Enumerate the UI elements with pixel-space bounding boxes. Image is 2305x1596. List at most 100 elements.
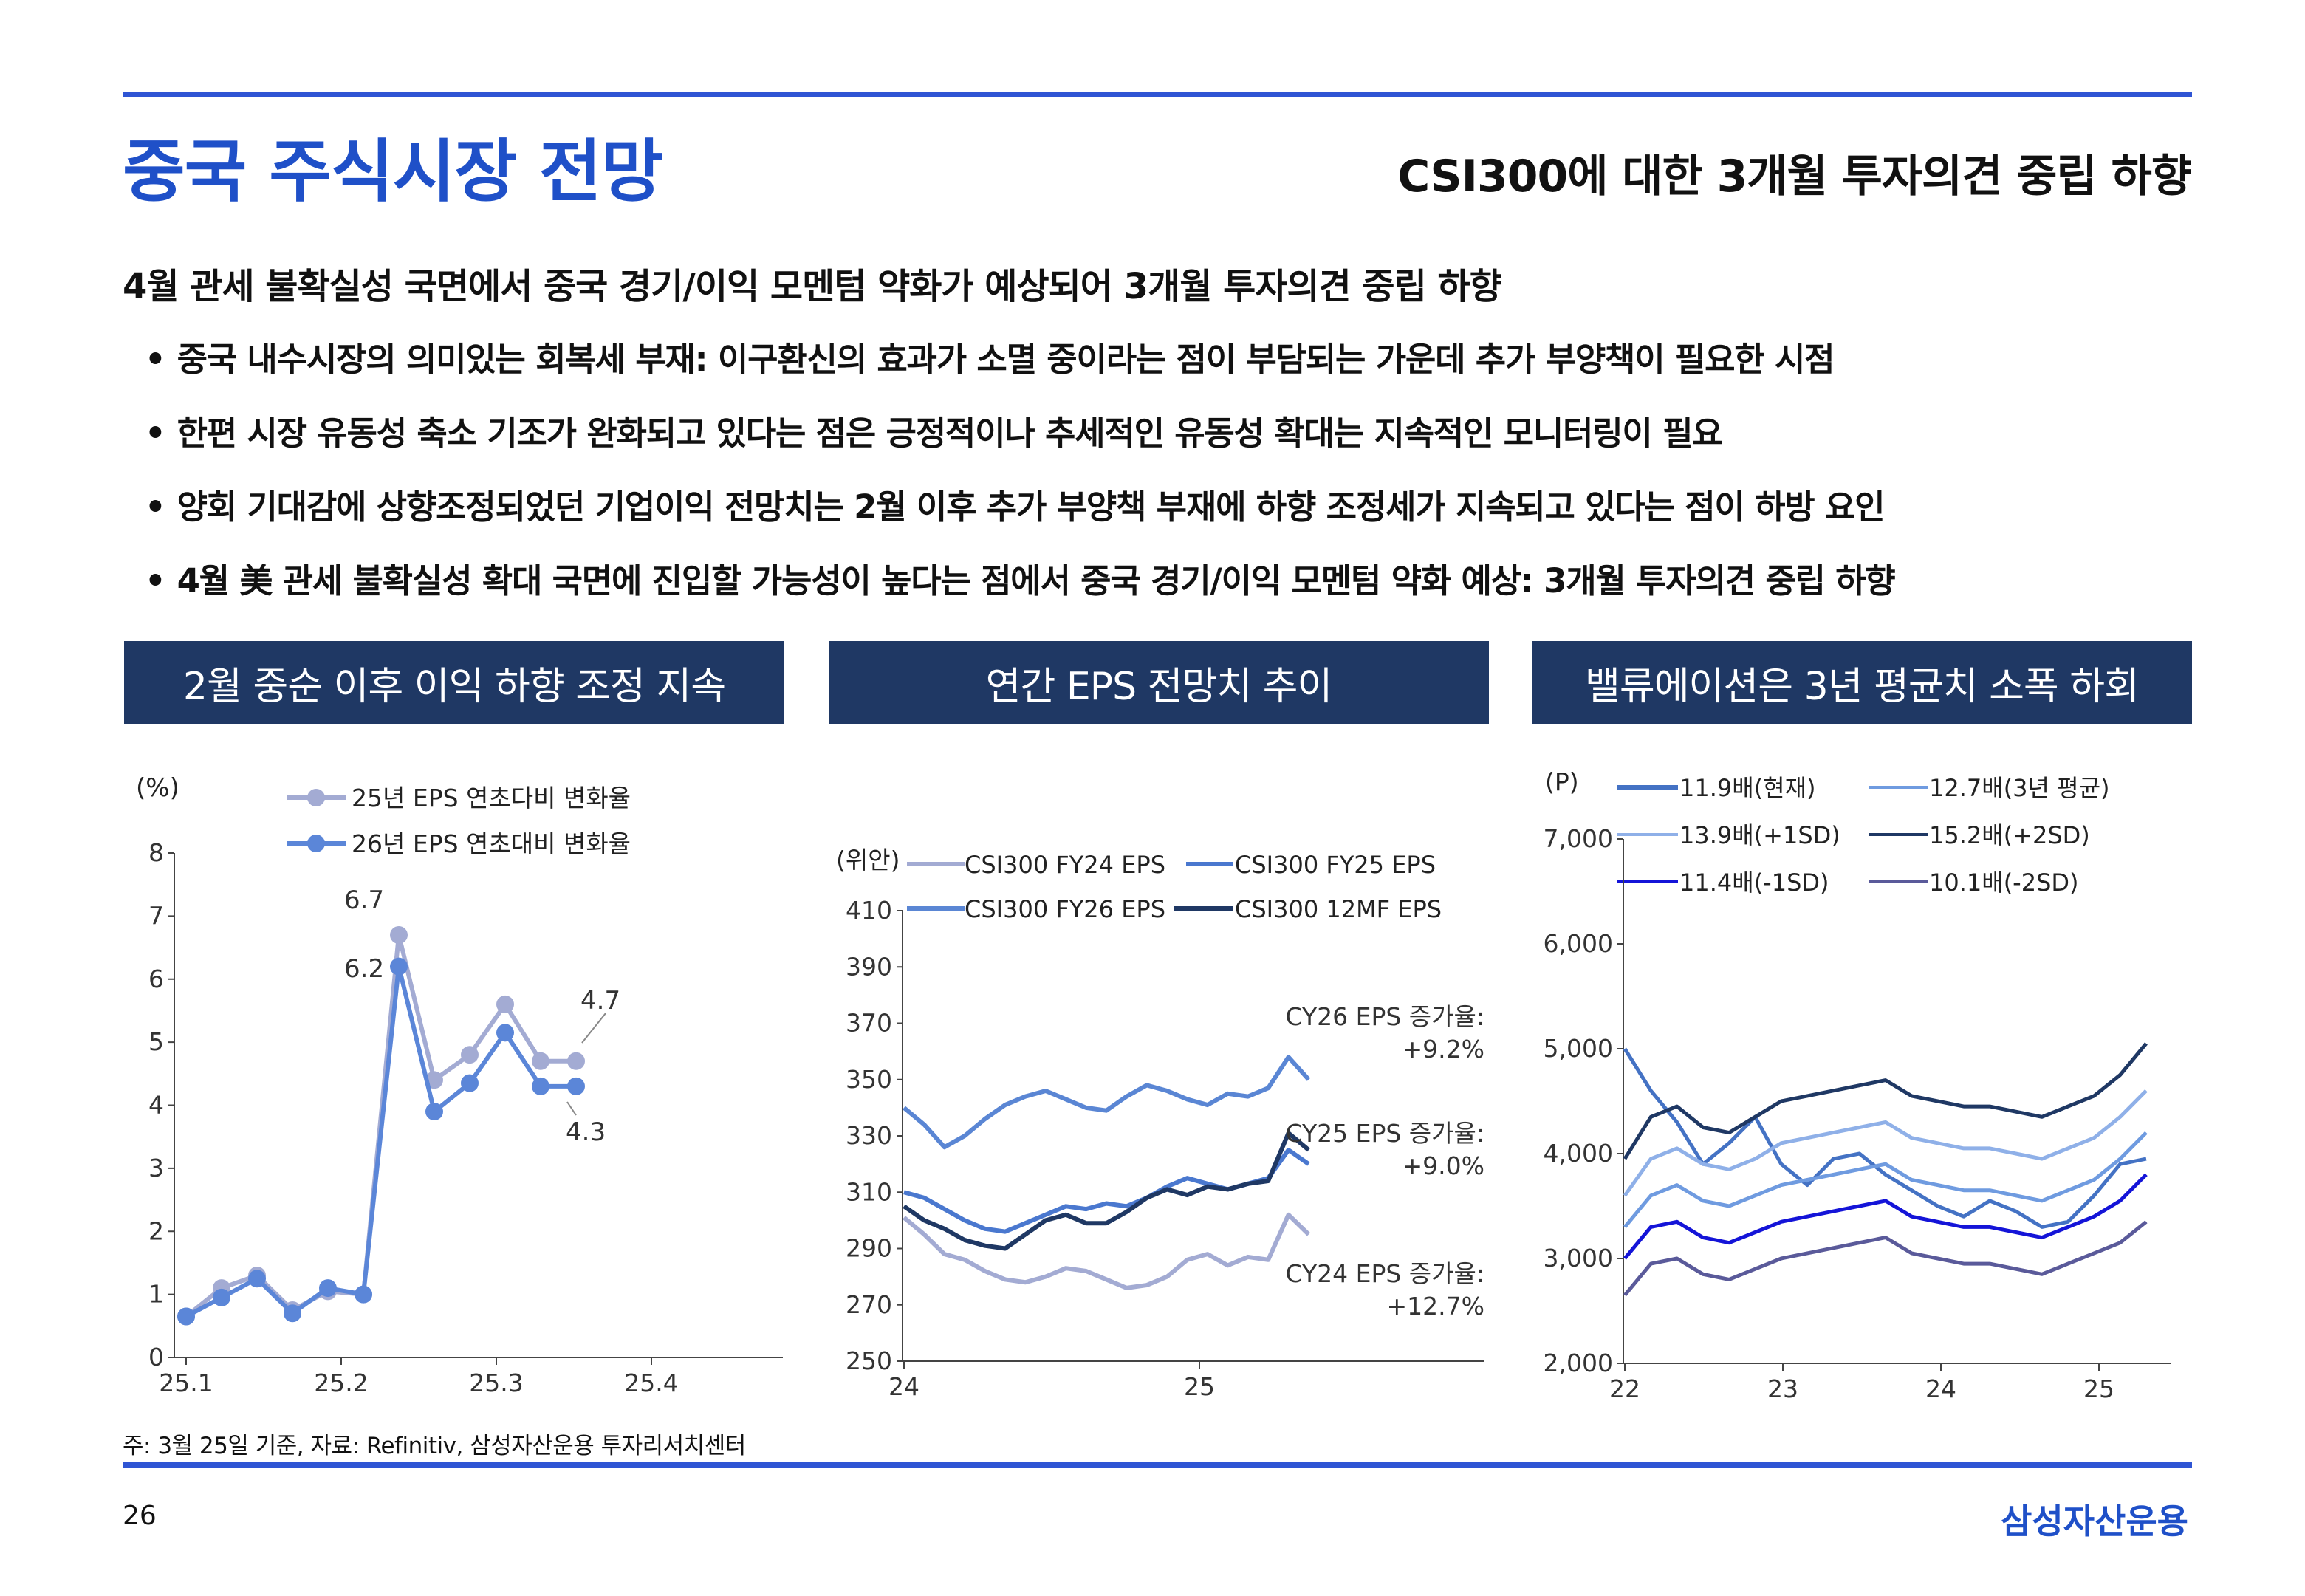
headline: 4월 관세 불확실성 국면에서 중국 경기/이익 모멘텀 약화가 예상되어 3개…: [123, 266, 1502, 307]
data-point: [390, 957, 408, 976]
legend-label-fy24: CSI300 FY24 EPS: [965, 851, 1165, 879]
y-axis-label: (%): [136, 773, 179, 803]
data-point: [567, 1077, 585, 1095]
legend-label-current: 11.9배(현재): [1679, 774, 1816, 802]
data-point: [177, 1307, 195, 1326]
brand-logo: 삼성자산운용: [2001, 1501, 2188, 1541]
series-line-2: [903, 1055, 1311, 1150]
y-tick-label: 370: [846, 1009, 892, 1038]
series-line-2: [1623, 1089, 2148, 1197]
annotation-4-3-leader: [566, 1101, 577, 1116]
y-tick-label: 270: [846, 1290, 892, 1319]
legend-label-minus2sd: 10.1배(-2SD): [1929, 869, 2079, 897]
y-tick-label: 290: [846, 1234, 892, 1263]
panel-title-2: 연간 EPS 전망치 추이: [829, 641, 1489, 724]
annotation-4-7-leader: [581, 1013, 606, 1044]
growth-annotations: CY26 EPS 증가율: +9.2% CY25 EPS 증가율: +9.0% …: [1286, 1002, 1485, 1321]
data-point: [461, 1074, 479, 1092]
legend-label-26: 26년 EPS 연초대비 변화율: [352, 829, 631, 858]
legend-label-25: 25년 EPS 연초다비 변화율: [352, 784, 631, 812]
legend-label-plus1sd: 13.9배(+1SD): [1679, 821, 1840, 849]
bullet-marker: •: [145, 340, 166, 379]
annotation-4-7: 4.7: [580, 986, 620, 1016]
series-line-3: [903, 1131, 1310, 1251]
legend-marker-25: [307, 789, 325, 806]
x-tick-label: 25.2: [314, 1369, 368, 1397]
data-point: [461, 1046, 479, 1064]
y-tick-label: 7: [148, 901, 164, 930]
y-tick-label: 5,000: [1544, 1034, 1613, 1063]
panel-title-3: 밸류에이션은 3년 평균치 소폭 하회: [1532, 641, 2192, 724]
page-title: 중국 주식시장 전망: [123, 132, 663, 211]
annotation-6-2: 6.2: [344, 954, 384, 984]
annot-cy24-label: CY24 EPS 증가율:: [1286, 1259, 1485, 1288]
series-line-0: [903, 1212, 1311, 1290]
bottom-rule: [123, 1462, 2192, 1468]
series-line-4: [1623, 1173, 2148, 1260]
x-tick-label: 22: [1609, 1374, 1640, 1403]
x-tick-label: 25: [2083, 1374, 2114, 1403]
data-point: [355, 1285, 372, 1304]
ylabel: (P): [1545, 767, 1579, 796]
panel-title-1: 2월 중순 이후 이익 하향 조정 지속: [124, 641, 784, 724]
top-rule: [123, 92, 2192, 97]
bullet-text: 양회 기대감에 상향조정되었던 기업이익 전망치는 2월 이후 추가 부양책 부…: [177, 487, 1886, 527]
y-tick-label: 7,000: [1544, 824, 1613, 853]
y-tick-label: 8: [148, 838, 164, 867]
x-tick-label: 25: [1184, 1372, 1215, 1401]
x-tick-label: 25.1: [159, 1369, 213, 1397]
annot-cy25-label: CY25 EPS 증가율:: [1286, 1119, 1485, 1148]
bullet-item: • 양회 기대감에 상향조정되었던 기업이익 전망치는 2월 이후 추가 부양책 …: [145, 480, 1895, 554]
series-line-1: [903, 1148, 1310, 1234]
bullet-text: 중국 내수시장의 의미있는 회복세 부재: 이구환신의 효과가 소멸 중이라는 …: [177, 340, 1835, 379]
y-tick-label: 390: [846, 952, 892, 981]
x-tick-label: 23: [1767, 1374, 1798, 1403]
x-tick-label: 24: [1925, 1374, 1956, 1403]
y-tick-label: 250: [846, 1346, 892, 1375]
y-tick-label: 410: [846, 896, 892, 925]
annot-cy26-label: CY26 EPS 증가율:: [1286, 1002, 1485, 1031]
x-tick-label: 24: [888, 1372, 919, 1401]
bullet-text: 한편 시장 유동성 축소 기조가 완화되고 있다는 점은 긍정적이나 추세적인 …: [177, 414, 1723, 453]
series-line-3: [1623, 1042, 2148, 1160]
chart-eps-change: (%) 25년 EPS 연초다비 변화율 26년 EPS 연초대비 변화율 0 1…: [136, 773, 783, 1397]
annotation-6-7: 6.7: [344, 886, 384, 915]
data-point: [425, 1103, 443, 1121]
annot-cy26-value: +9.2%: [1402, 1035, 1485, 1064]
bullet-marker: •: [145, 561, 166, 600]
bullet-item: • 한편 시장 유동성 축소 기조가 완화되고 있다는 점은 긍정적이나 추세적인…: [145, 406, 1895, 480]
data-point: [532, 1077, 549, 1095]
legend-label-12mf: CSI300 12MF EPS: [1235, 895, 1442, 923]
bullet-item: • 4월 美 관세 불확실성 확대 국면에 진입할 가능성이 높다는 점에서 중국…: [145, 554, 1896, 628]
y-axis-label: (P): [1545, 767, 1579, 796]
bullet-item: • 중국 내수시장의 의미있는 회복세 부재: 이구환신의 효과가 소멸 중이라는…: [145, 332, 1895, 406]
data-point: [319, 1279, 337, 1298]
bullet-marker: •: [145, 487, 166, 527]
legend: 11.9배(현재) 12.7배(3년 평균) 13.9배(+1SD) 15.2배…: [1617, 774, 2110, 897]
page-subtitle: CSI300에 대한 3개월 투자의견 중립 하향: [1397, 151, 2192, 202]
y-tick-label: 6,000: [1544, 929, 1613, 958]
y-axis-label: (위안): [836, 846, 900, 874]
annot-cy24-value: +12.7%: [1387, 1292, 1484, 1321]
legend-marker-26: [307, 835, 325, 852]
series-line-1: [185, 964, 576, 1319]
legend-label-plus2sd: 15.2배(+2SD): [1929, 821, 2090, 849]
series-line-1: [1623, 1131, 2148, 1228]
data-point: [213, 1288, 230, 1306]
chart-valuation-bands: (P) 11.9배(현재) 12.7배(3년 평균) 13.9배(+1SD) 1…: [1544, 767, 2171, 1403]
data-point: [567, 1052, 585, 1070]
source-note: 주: 3월 25일 기준, 자료: Refinitiv, 삼성자산운용 투자리서…: [123, 1433, 746, 1459]
annotation-4-3: 4.3: [566, 1117, 606, 1147]
legend-label-fy26: CSI300 FY26 EPS: [965, 895, 1165, 923]
page-number: 26: [123, 1501, 157, 1531]
bullet-marker: •: [145, 414, 166, 453]
y-tick-label: 3: [148, 1154, 164, 1182]
data-point: [496, 1024, 514, 1042]
ylabel: (%): [136, 773, 179, 803]
x-tick-label: 25.3: [469, 1369, 523, 1397]
data-point: [496, 995, 514, 1013]
bullet-list: • 중국 내수시장의 의미있는 회복세 부재: 이구환신의 효과가 소멸 중이라는…: [145, 332, 1896, 628]
x-tick-label: 25.4: [624, 1369, 678, 1397]
chart-annual-eps: (위안) CSI300 FY24 EPS CSI300 FY25 EPS CSI…: [836, 846, 1485, 1401]
legend-label-avg: 12.7배(3년 평균): [1929, 774, 2110, 802]
